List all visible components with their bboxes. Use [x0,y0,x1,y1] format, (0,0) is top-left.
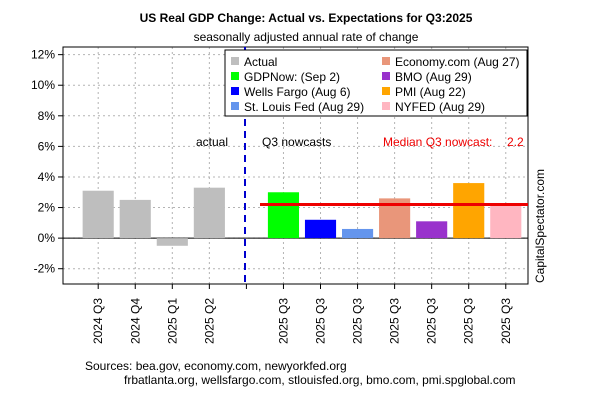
median-label: Median Q3 nowcast: [383,135,492,149]
y-tick-label-6: 10% [31,78,55,92]
x-tick-label-1: 2024 Q4 [128,298,142,344]
y-tick-label-7: 12% [31,48,55,62]
legend-label-1: Economy.com (Aug 27) [395,55,520,69]
y-tick-label-1: 0% [38,231,56,245]
bar-10 [453,183,485,239]
sources-line-1: Sources: bea.gov, economy.com, newyorkfe… [85,359,347,373]
x-tick-label-8: 2025 Q3 [388,298,402,344]
legend: Actual Economy.com (Aug 27) GDPNow: (Sep 2… [224,49,528,117]
legend-swatch-2 [231,72,239,80]
y-tick-label-0: -2% [34,262,56,276]
x-tick-label-9: 2025 Q3 [425,298,439,344]
bar-11 [490,206,522,239]
legend-label-2: GDPNow: (Sep 2) [244,70,340,84]
bar-5 [267,192,300,239]
legend-swatch-5 [382,87,390,95]
legend-box [224,49,528,117]
legend-swatch-6 [231,102,239,110]
legend-label-5: PMI (Aug 22) [395,85,466,99]
x-tick-label-10: 2025 Q3 [462,298,476,344]
legend-swatch-4 [231,87,239,95]
x-tick-label-11: 2025 Q3 [499,298,513,344]
bar-3 [193,187,225,239]
legend-label-6: St. Louis Fed (Aug 29) [244,100,364,114]
bar-0 [82,190,114,239]
legend-label-4: Wells Fargo (Aug 6) [244,85,350,99]
legend-swatch-3 [382,72,390,80]
y-tick-label-2: 2% [38,201,56,215]
legend-swatch-0 [231,57,239,65]
bars-group [82,183,522,246]
y-axis: -2% 0% 2% 4% 6% 8% 10% 12% [31,48,63,276]
legend-label-0: Actual [244,55,277,69]
actual-label: actual [196,135,228,149]
side-label: CapitalSpectator.com [533,169,547,283]
y-tick-label-3: 4% [38,170,56,184]
x-tick-label-0: 2024 Q3 [91,298,105,344]
x-tick-label-5: 2025 Q3 [276,298,290,344]
y-tick-label-4: 6% [38,139,56,153]
bar-1 [119,199,151,239]
legend-swatch-7 [382,102,390,110]
bar-2 [156,238,188,246]
legend-label-7: NYFED (Aug 29) [395,100,485,114]
nowcast-label: Q3 nowcasts [262,135,331,149]
bar-7 [342,228,374,239]
legend-swatch-1 [382,57,390,65]
chart-subtitle: seasonally adjusted annual rate of chang… [194,30,419,44]
median-value: 2.2 [507,135,524,149]
x-tick-label-6: 2025 Q3 [314,298,328,344]
x-tick-label-2: 2025 Q1 [165,298,179,344]
bar-9 [416,221,448,239]
x-axis: 2024 Q3 2024 Q4 2025 Q1 2025 Q2 2025 Q3 2025 … [91,284,513,344]
y-tick-label-5: 8% [38,109,56,123]
chart-title: US Real GDP Change: Actual vs. Expectati… [140,11,473,25]
x-tick-label-3: 2025 Q2 [202,298,216,344]
x-tick-label-7: 2025 Q3 [351,298,365,344]
sources-line-2: frbatlanta.org, wellsfargo.com, stlouisf… [124,373,516,387]
legend-label-3: BMO (Aug 29) [395,70,472,84]
bar-6 [304,219,337,239]
plot-frame [62,46,529,285]
